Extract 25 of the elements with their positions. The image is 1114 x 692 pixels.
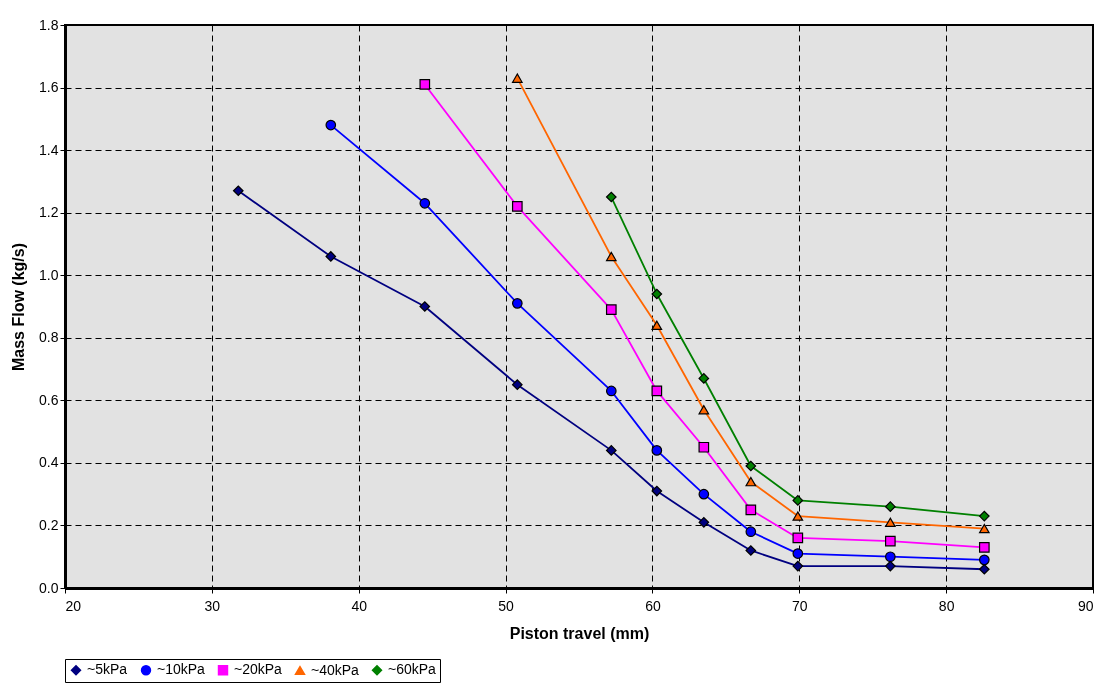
y-tick-label: 1.4: [39, 141, 59, 158]
y-tick-label: 1.6: [39, 79, 59, 96]
legend-label: ~60kPa: [388, 661, 437, 678]
x-axis-title: Piston travel (mm): [509, 624, 650, 642]
legend-label: ~10kPa: [157, 661, 206, 678]
y-tick-label: 1.0: [39, 266, 59, 283]
y-tick-label: 1.2: [39, 204, 59, 221]
x-tick-label: 70: [792, 597, 808, 614]
x-tick-label: 40: [351, 597, 368, 614]
x-tick-label: 80: [938, 597, 955, 614]
y-tick-label: 1.8: [39, 16, 59, 33]
x-tick-label: 20: [65, 597, 82, 614]
x-tick-label: 60: [645, 597, 661, 614]
x-tick-label: 90: [1077, 597, 1094, 614]
y-tick-label: 0.6: [39, 391, 59, 408]
y-tick-label: 0.0: [39, 579, 59, 596]
legend-label: ~5kPa: [87, 661, 128, 678]
x-tick-label: 30: [204, 597, 221, 614]
y-tick-label: 0.8: [39, 329, 59, 346]
y-axis-title: Mass Flow (kg/s): [10, 242, 28, 372]
y-tick-label: 0.2: [39, 516, 59, 533]
y-tick-label: 0.4: [39, 454, 59, 471]
legend-label: ~40kPa: [311, 661, 360, 678]
legend-label: ~20kPa: [234, 661, 283, 678]
x-tick-label: 50: [498, 597, 515, 614]
